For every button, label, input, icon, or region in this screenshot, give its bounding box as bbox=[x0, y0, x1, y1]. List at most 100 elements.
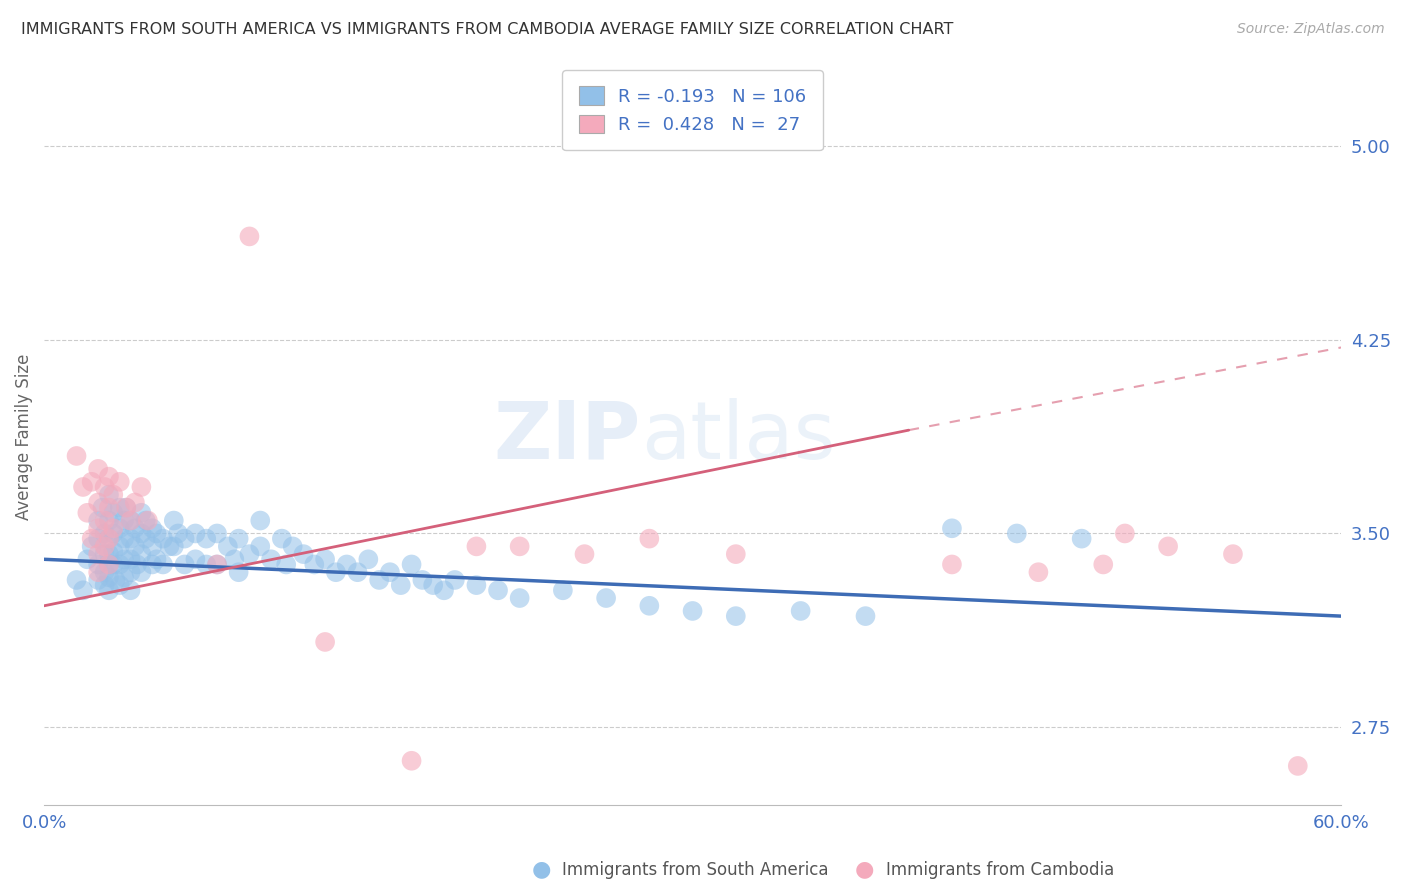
Point bbox=[217, 540, 239, 554]
Point bbox=[112, 552, 135, 566]
Point bbox=[87, 558, 110, 572]
Point bbox=[108, 578, 131, 592]
Point bbox=[443, 573, 465, 587]
Point bbox=[131, 565, 153, 579]
Point bbox=[292, 547, 315, 561]
Point bbox=[855, 609, 877, 624]
Point bbox=[93, 565, 115, 579]
Point bbox=[224, 552, 246, 566]
Point bbox=[368, 573, 391, 587]
Point bbox=[125, 558, 148, 572]
Point bbox=[136, 514, 159, 528]
Point bbox=[76, 506, 98, 520]
Point bbox=[195, 532, 218, 546]
Text: atlas: atlas bbox=[641, 398, 835, 475]
Text: Source: ZipAtlas.com: Source: ZipAtlas.com bbox=[1237, 22, 1385, 37]
Point bbox=[97, 570, 120, 584]
Point bbox=[87, 514, 110, 528]
Point bbox=[152, 532, 174, 546]
Point bbox=[270, 532, 292, 546]
Point bbox=[325, 565, 347, 579]
Point bbox=[97, 547, 120, 561]
Point bbox=[1070, 532, 1092, 546]
Point bbox=[135, 532, 157, 546]
Point bbox=[205, 558, 228, 572]
Point bbox=[638, 532, 661, 546]
Point bbox=[65, 573, 87, 587]
Point bbox=[120, 565, 142, 579]
Point bbox=[314, 552, 336, 566]
Point bbox=[97, 469, 120, 483]
Point bbox=[103, 544, 125, 558]
Point bbox=[124, 540, 146, 554]
Point bbox=[163, 540, 186, 554]
Text: ZIP: ZIP bbox=[494, 398, 641, 475]
Point bbox=[205, 558, 228, 572]
Point bbox=[551, 583, 574, 598]
Point bbox=[1286, 759, 1309, 773]
Point bbox=[145, 526, 167, 541]
Point bbox=[509, 540, 531, 554]
Point bbox=[941, 521, 963, 535]
Point bbox=[638, 599, 661, 613]
Point bbox=[103, 488, 125, 502]
Point bbox=[205, 526, 228, 541]
Point bbox=[304, 558, 326, 572]
Text: ●: ● bbox=[531, 860, 551, 880]
Point bbox=[87, 462, 110, 476]
Point bbox=[115, 500, 138, 515]
Point bbox=[184, 552, 207, 566]
Point bbox=[97, 532, 120, 546]
Point bbox=[120, 532, 142, 546]
Point bbox=[87, 521, 110, 535]
Point bbox=[465, 578, 488, 592]
Point bbox=[1157, 540, 1180, 554]
Point bbox=[120, 514, 142, 528]
Point bbox=[163, 514, 186, 528]
Point bbox=[108, 475, 131, 489]
Point bbox=[249, 540, 271, 554]
Point bbox=[336, 558, 359, 572]
Point bbox=[103, 558, 125, 572]
Point bbox=[112, 514, 135, 528]
Point bbox=[93, 578, 115, 592]
Point bbox=[80, 475, 103, 489]
Point bbox=[281, 540, 304, 554]
Point bbox=[135, 514, 157, 528]
Point bbox=[941, 558, 963, 572]
Point bbox=[112, 532, 135, 546]
Point bbox=[357, 552, 380, 566]
Point bbox=[93, 526, 115, 541]
Point bbox=[120, 514, 142, 528]
Point bbox=[314, 635, 336, 649]
Point bbox=[724, 609, 747, 624]
Point bbox=[91, 500, 114, 515]
Point bbox=[97, 558, 120, 572]
Point bbox=[260, 552, 283, 566]
Point bbox=[509, 591, 531, 605]
Point bbox=[104, 573, 127, 587]
Point bbox=[1028, 565, 1050, 579]
Point bbox=[141, 521, 163, 535]
Point bbox=[167, 526, 190, 541]
Point bbox=[401, 754, 423, 768]
Point bbox=[486, 583, 509, 598]
Point bbox=[93, 480, 115, 494]
Point bbox=[378, 565, 401, 579]
Point bbox=[1222, 547, 1244, 561]
Point bbox=[141, 558, 163, 572]
Point bbox=[124, 495, 146, 509]
Point bbox=[97, 583, 120, 598]
Point bbox=[112, 570, 135, 584]
Point bbox=[124, 521, 146, 535]
Point bbox=[108, 540, 131, 554]
Point bbox=[1114, 526, 1136, 541]
Point bbox=[97, 532, 120, 546]
Point bbox=[173, 532, 195, 546]
Point bbox=[789, 604, 811, 618]
Point bbox=[228, 532, 250, 546]
Point bbox=[87, 565, 110, 579]
Point bbox=[574, 547, 596, 561]
Text: Immigrants from Cambodia: Immigrants from Cambodia bbox=[886, 861, 1114, 879]
Point bbox=[682, 604, 704, 618]
